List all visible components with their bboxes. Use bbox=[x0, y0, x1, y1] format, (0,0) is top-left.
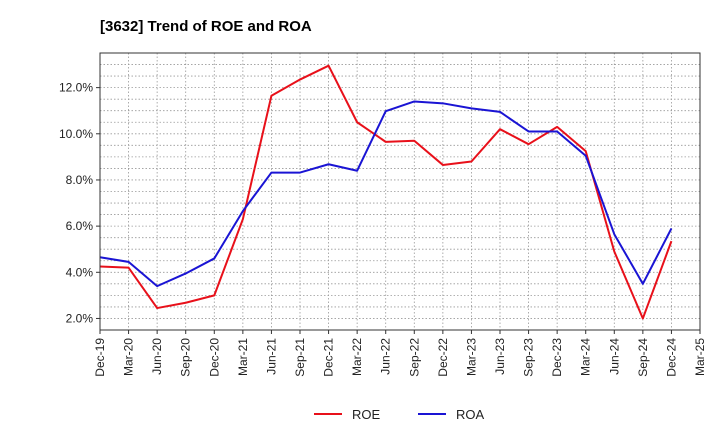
x-tick-label: Jun-20 bbox=[150, 338, 164, 375]
x-tick-label: Dec-21 bbox=[322, 338, 336, 377]
x-tick-label: Mar-20 bbox=[122, 338, 136, 376]
x-tick-label: Sep-20 bbox=[179, 338, 193, 377]
x-tick-label: Mar-23 bbox=[464, 338, 478, 376]
x-tick-label: Mar-25 bbox=[693, 338, 707, 376]
x-tick-label: Dec-24 bbox=[664, 338, 678, 377]
y-tick-label: 10.0% bbox=[59, 127, 93, 141]
series-layer bbox=[99, 64, 673, 320]
y-tick-label: 4.0% bbox=[66, 265, 94, 279]
legend-label-roa: ROA bbox=[456, 407, 485, 422]
x-tick-label: Jun-22 bbox=[379, 338, 393, 375]
x-tick-label: Sep-21 bbox=[293, 338, 307, 377]
y-tick-label: 2.0% bbox=[66, 311, 94, 325]
chart-title: [3632] Trend of ROE and ROA bbox=[100, 18, 312, 35]
x-tick-label: Dec-19 bbox=[93, 338, 107, 377]
y-tick-label: 8.0% bbox=[66, 173, 94, 187]
x-tick-label: Jun-23 bbox=[493, 338, 507, 375]
y-tick-label: 6.0% bbox=[66, 219, 94, 233]
plot-frame bbox=[99, 52, 701, 331]
legend: ROE ROA bbox=[314, 407, 485, 422]
legend-label-roe: ROE bbox=[352, 407, 381, 422]
x-tick-label: Mar-21 bbox=[236, 338, 250, 376]
x-tick-label: Mar-24 bbox=[579, 338, 593, 376]
y-tick-label: 12.0% bbox=[59, 81, 93, 95]
x-tick-label: Dec-20 bbox=[207, 338, 221, 377]
plot-area bbox=[100, 53, 700, 330]
x-tick-label: Sep-24 bbox=[636, 338, 650, 377]
x-tick-label: Jun-24 bbox=[607, 338, 621, 375]
x-tick-labels: Dec-19 Mar-20 Jun-20 Sep-20 Dec-20 Mar-21 Jun-… bbox=[93, 338, 707, 377]
series-line-roa bbox=[99, 100, 673, 288]
series-line-roe bbox=[99, 64, 673, 320]
y-tick-labels: 2.0% 4.0% 6.0% 8.0% 10.0% 12.0% bbox=[59, 81, 93, 326]
x-tick-label: Dec-23 bbox=[550, 338, 564, 377]
x-tick-label: Mar-22 bbox=[350, 338, 364, 376]
x-tick-label: Sep-23 bbox=[522, 338, 536, 377]
x-tick-label: Jun-21 bbox=[264, 338, 278, 375]
x-tick-label: Dec-22 bbox=[436, 338, 450, 377]
plot-background bbox=[100, 53, 700, 330]
axes bbox=[96, 52, 701, 334]
x-tick-label: Sep-22 bbox=[407, 338, 421, 377]
